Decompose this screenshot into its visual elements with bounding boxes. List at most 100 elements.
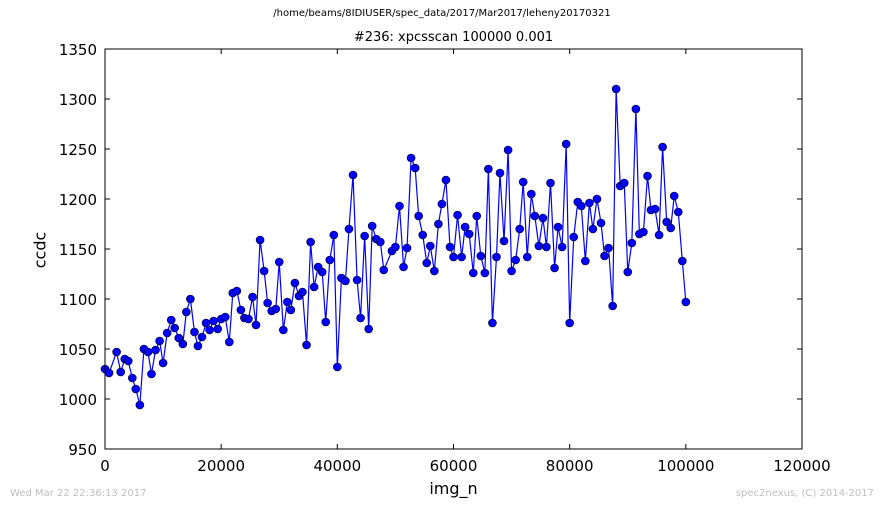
y-tick-label: 1050 bbox=[59, 341, 97, 359]
data-point bbox=[445, 242, 455, 252]
data-point bbox=[128, 373, 137, 383]
data-point bbox=[518, 177, 528, 187]
data-point bbox=[678, 256, 687, 266]
y-tick-label: 950 bbox=[68, 441, 97, 459]
data-point bbox=[166, 315, 176, 325]
data-point bbox=[488, 318, 497, 328]
data-point bbox=[460, 222, 470, 232]
data-point bbox=[495, 168, 505, 178]
data-point bbox=[611, 84, 621, 94]
data-point bbox=[116, 367, 125, 377]
data-point bbox=[484, 164, 493, 174]
data-point bbox=[666, 223, 676, 233]
data-point bbox=[507, 266, 516, 276]
data-point bbox=[534, 241, 544, 251]
data-point bbox=[162, 328, 172, 338]
data-point bbox=[309, 282, 319, 292]
data-point bbox=[333, 362, 342, 372]
y-tick-label: 1100 bbox=[59, 291, 97, 309]
data-point bbox=[639, 227, 648, 237]
data-point bbox=[553, 222, 563, 232]
data-point bbox=[274, 257, 284, 267]
data-point bbox=[658, 142, 667, 152]
data-point bbox=[669, 191, 679, 201]
data-point bbox=[225, 337, 234, 347]
data-point bbox=[248, 292, 257, 302]
figure-supertitle: /home/beams/8IDIUSER/spec_data/2017/Mar2… bbox=[273, 8, 611, 19]
data-point bbox=[251, 320, 261, 330]
data-point bbox=[104, 368, 114, 378]
data-point bbox=[437, 199, 447, 209]
data-point bbox=[576, 201, 586, 211]
data-point bbox=[499, 236, 509, 246]
axis-ticks: 0 20000 40000 60000 80000 100000 120000 950 1000… bbox=[59, 41, 831, 475]
data-point bbox=[290, 278, 300, 288]
data-point bbox=[364, 324, 374, 334]
data-point bbox=[662, 217, 671, 227]
x-tick-label: 80000 bbox=[546, 457, 594, 475]
data-point bbox=[631, 104, 641, 114]
data-point bbox=[135, 400, 145, 410]
data-point bbox=[143, 347, 153, 357]
y-tick-label: 1150 bbox=[59, 241, 97, 259]
y-axis-label: ccdc bbox=[30, 231, 50, 269]
x-tick-label: 100000 bbox=[657, 457, 714, 475]
data-point bbox=[379, 265, 389, 275]
footer-timestamp: Wed Mar 22 22:36:13 2017 bbox=[10, 488, 147, 499]
data-point bbox=[472, 211, 482, 221]
data-point bbox=[414, 211, 423, 221]
data-point bbox=[643, 171, 652, 181]
data-point bbox=[255, 235, 265, 245]
data-point bbox=[220, 312, 230, 322]
data-point bbox=[585, 198, 594, 208]
plot-area bbox=[100, 84, 691, 410]
data-point bbox=[557, 242, 567, 252]
data-point bbox=[511, 255, 520, 265]
data-point bbox=[271, 304, 281, 314]
x-tick-label: 60000 bbox=[430, 457, 478, 475]
data-point bbox=[627, 238, 637, 248]
data-point bbox=[434, 219, 443, 229]
data-point bbox=[527, 189, 536, 199]
data-point bbox=[410, 163, 420, 173]
x-tick-label: 40000 bbox=[313, 457, 361, 475]
footer-credit: spec2nexus, (C) 2014-2017 bbox=[735, 488, 874, 499]
data-point bbox=[581, 256, 590, 266]
data-point bbox=[155, 336, 164, 346]
data-point bbox=[360, 231, 369, 241]
data-point bbox=[286, 305, 296, 315]
data-point bbox=[402, 243, 412, 253]
data-point bbox=[453, 210, 462, 220]
data-point bbox=[476, 251, 486, 261]
data-point bbox=[395, 201, 404, 211]
data-point bbox=[356, 313, 365, 323]
data-point bbox=[341, 276, 350, 286]
data-point bbox=[112, 347, 121, 357]
data-point bbox=[158, 358, 168, 368]
data-point bbox=[151, 345, 160, 355]
data-point bbox=[178, 339, 188, 349]
x-tick-label: 20000 bbox=[197, 457, 245, 475]
data-point bbox=[623, 267, 633, 277]
x-axis-label: img_n bbox=[429, 479, 478, 498]
data-point bbox=[205, 325, 214, 335]
data-point bbox=[344, 224, 354, 234]
data-point bbox=[530, 211, 540, 221]
y-tick-label: 1350 bbox=[59, 41, 97, 59]
data-point bbox=[317, 267, 327, 277]
data-point bbox=[503, 145, 513, 155]
data-point bbox=[244, 314, 253, 324]
data-point bbox=[588, 224, 598, 234]
x-tick-label: 120000 bbox=[773, 457, 830, 475]
data-point bbox=[306, 237, 315, 247]
data-point bbox=[449, 252, 458, 262]
data-point bbox=[232, 286, 242, 296]
data-point bbox=[480, 268, 490, 278]
y-tick-label: 1300 bbox=[59, 91, 97, 109]
data-point bbox=[596, 218, 606, 228]
data-point bbox=[190, 327, 199, 337]
data-point bbox=[193, 341, 203, 351]
data-point bbox=[546, 178, 555, 188]
data-point bbox=[123, 356, 133, 366]
data-point bbox=[608, 301, 617, 311]
